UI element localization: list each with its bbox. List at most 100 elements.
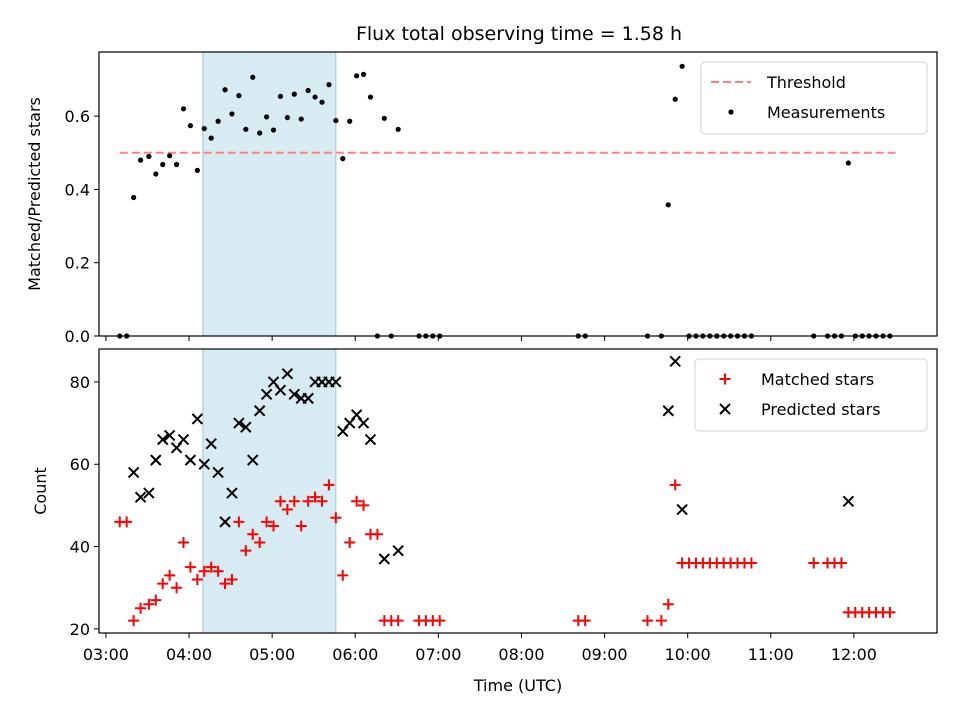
measurement-point [264,114,270,120]
predicted-star-point [330,376,342,388]
measurement-point [312,94,318,100]
measurement-point [665,202,671,208]
y-tick-label: 40 [70,538,90,557]
matched-star-point [358,499,370,511]
measurement-point [319,99,325,105]
predicted-star-point [150,454,162,466]
legend-box [694,358,928,432]
matched-star-point [579,615,591,627]
matched-star-point [295,520,307,532]
predicted-star-point [157,433,169,446]
predicted-star-point [198,458,210,470]
legend: Threshold Measurements [700,61,928,135]
measurement-point [173,161,180,168]
predicted-star-point [253,405,266,417]
count-panel: 20 40 60 80 03:00 04:00 05:00 06:00 07:00 08:00 09… [31,348,938,695]
predicted-star-point [281,367,294,380]
predicted-star-point [205,437,217,450]
measurement-point [243,126,249,132]
matched-star-point [268,520,280,532]
predicted-star-point [191,413,204,425]
predicted-star-point [219,516,231,528]
matched-star-point [171,582,183,594]
predicted-star-point [662,405,674,417]
predicted-star-point [842,495,855,507]
measurement-point [360,71,367,77]
measurement-point [333,117,339,124]
x-tick-label: 03:00 [83,645,129,664]
legend-measurement-swatch [728,109,734,115]
matched-star-point [121,516,133,528]
predicted-star-point [247,454,259,466]
measurement-point [208,135,214,141]
predicted-star-point [163,429,176,442]
x-axis-label: Time (UTC) [473,676,562,695]
matched-star-point [240,545,252,557]
measurement-point [845,160,851,166]
legend-label: Matched stars [761,370,874,389]
measurement-point [395,126,401,132]
measurement-point [277,93,284,99]
matched-star-point [247,528,259,540]
legend-label: Measurements [767,103,885,122]
predicted-star-point [233,417,245,429]
predicted-star-point [143,487,155,499]
y-axis-label: Count [31,467,50,515]
measurement-point [187,123,194,129]
y-tick-label: 0.6 [65,107,90,126]
measurement-point [284,114,290,121]
measurement-point [672,96,678,102]
y-tick-label: 0.0 [65,327,90,346]
matched-star-point [371,528,383,540]
predicted-star-point [669,355,681,368]
matched-star-point [128,615,140,627]
predicted-star-point [177,433,190,446]
predicted-star-point [357,417,370,429]
legend: Matched stars Predicted stars [694,358,928,432]
matched-star-point [191,573,203,585]
measurement-point [250,74,256,80]
x-tick-label: 12:00 [831,645,877,664]
matched-star-point [281,504,293,516]
measurement-point [270,127,277,133]
matched-star-point [330,512,342,524]
matched-star-point [157,578,169,590]
measurement-point [229,111,235,117]
matched-star-point [184,561,196,573]
predicted-star-point [302,392,314,405]
predicted-star-point [274,384,287,396]
measurement-point [160,161,166,168]
x-tick-label: 04:00 [166,645,212,664]
measurement-point [236,93,242,99]
measurement-point [679,63,685,69]
measurement-point [194,167,200,173]
matched-star-point [150,594,162,606]
measurement-point [305,87,311,94]
x-tick-label: 09:00 [582,645,628,664]
figure-title: Flux total observing time = 1.58 h [356,23,682,45]
x-tick-label: 05:00 [249,645,295,664]
x-tick-label: 08:00 [498,645,544,664]
matched-star-point [662,598,674,610]
plot-frame [98,51,938,337]
measurement-point [215,118,221,124]
y-tick-label: 0.4 [65,180,90,199]
matched-star-point [164,569,176,581]
x-tick-label: 11:00 [748,645,794,664]
matched-star-point [233,516,245,528]
predicted-star-point [260,388,273,400]
predicted-star-point [184,454,197,466]
matched-star-point [808,557,820,569]
x-tick-label: 06:00 [332,645,378,664]
legend-predicted-swatch [719,403,731,415]
measurement-point [153,171,159,177]
matched-star-point [835,557,847,569]
measurement-point [146,153,152,160]
measurement-point [347,118,353,124]
predicted-star-point [240,421,252,433]
predicted-star-point [676,503,688,516]
matched-star-point [323,479,335,491]
matched-star-point [351,495,363,507]
y-axis-label: Matched/Predicted stars [25,97,44,291]
matched-star-point [198,565,210,577]
